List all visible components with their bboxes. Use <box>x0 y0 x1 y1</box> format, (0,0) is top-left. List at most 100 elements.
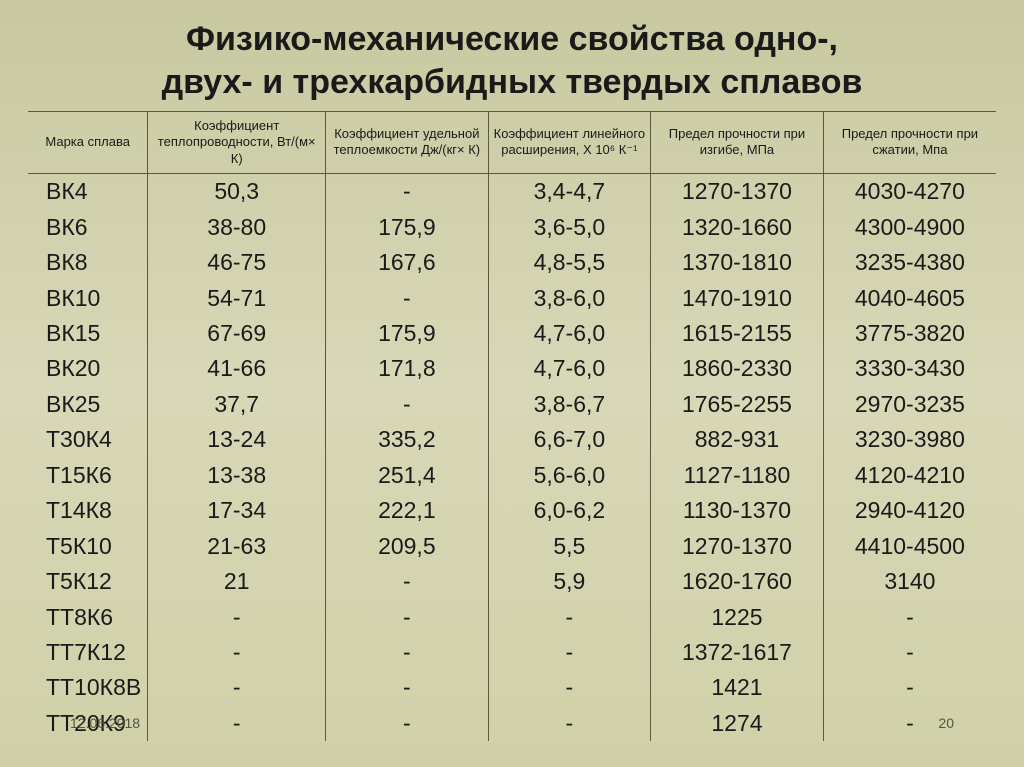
col-header: Предел прочности при сжатии, Мпа <box>823 112 996 174</box>
table-cell: 21-63 <box>148 528 326 563</box>
slide: Физико-механические свойства одно-, двух… <box>0 0 1024 767</box>
table-cell: Т30К4 <box>28 422 148 457</box>
table-cell: ТТ7К12 <box>28 634 148 669</box>
table-cell: - <box>823 599 996 634</box>
table-cell: ВК8 <box>28 245 148 280</box>
table-cell: 67-69 <box>148 316 326 351</box>
table-cell: 50,3 <box>148 173 326 209</box>
table-cell: - <box>326 599 489 634</box>
table-body: ВК450,3-3,4-4,71270-13704030-4270ВК638-8… <box>28 173 996 741</box>
table-row: ВК638-80175,93,6-5,01320-16604300-4900 <box>28 209 996 244</box>
table-cell: 4,7-6,0 <box>488 316 651 351</box>
table-cell: 882-931 <box>651 422 824 457</box>
table-cell: 1127-1180 <box>651 457 824 492</box>
table-cell: 175,9 <box>326 209 489 244</box>
table-cell: 1421 <box>651 670 824 705</box>
table-cell: 4040-4605 <box>823 280 996 315</box>
table-cell: - <box>823 634 996 669</box>
table-cell: - <box>326 280 489 315</box>
table-cell: ТТ8К6 <box>28 599 148 634</box>
table-cell: 13-38 <box>148 457 326 492</box>
table-cell: 1130-1370 <box>651 493 824 528</box>
table-cell: 17-34 <box>148 493 326 528</box>
table-cell: 1270-1370 <box>651 528 824 563</box>
table-cell: 3140 <box>823 564 996 599</box>
table-cell: 5,9 <box>488 564 651 599</box>
table-cell: - <box>488 599 651 634</box>
table-cell: ВК15 <box>28 316 148 351</box>
table-cell: - <box>488 670 651 705</box>
table-cell: 1274 <box>651 705 824 740</box>
footer-date: 12.06.2018 <box>70 715 140 731</box>
table-row: ВК846-75167,64,8-5,51370-18103235-4380 <box>28 245 996 280</box>
table-cell: - <box>326 670 489 705</box>
table-cell: - <box>823 705 996 740</box>
col-header: Коэффициент линейного расширения, Х 10⁶ … <box>488 112 651 174</box>
table-cell: 1470-1910 <box>651 280 824 315</box>
table-cell: - <box>488 705 651 740</box>
table-cell: 1270-1370 <box>651 173 824 209</box>
title-line-2: двух- и трехкарбидных твердых сплавов <box>162 63 863 101</box>
table-cell: 54-71 <box>148 280 326 315</box>
table-cell: Т14К8 <box>28 493 148 528</box>
table-row: ТТ20К9---1274- <box>28 705 996 740</box>
table-cell: 1372-1617 <box>651 634 824 669</box>
table-cell: 1765-2255 <box>651 386 824 421</box>
table-cell: - <box>326 705 489 740</box>
table-cell: 3235-4380 <box>823 245 996 280</box>
table-row: Т14К817-34222,16,0-6,21130-13702940-4120 <box>28 493 996 528</box>
col-header: Марка сплава <box>28 112 148 174</box>
table-cell: 222,1 <box>326 493 489 528</box>
table-cell: 3,6-5,0 <box>488 209 651 244</box>
table-cell: ВК25 <box>28 386 148 421</box>
table-cell: - <box>326 173 489 209</box>
table-cell: - <box>823 670 996 705</box>
table-cell: 38-80 <box>148 209 326 244</box>
table-row: ТТ7К12---1372-1617- <box>28 634 996 669</box>
table-cell: 251,4 <box>326 457 489 492</box>
table-cell: 3330-3430 <box>823 351 996 386</box>
table-cell: 175,9 <box>326 316 489 351</box>
table-cell: 1860-2330 <box>651 351 824 386</box>
col-header: Коэффициент удельной теплоемкости Дж/(кг… <box>326 112 489 174</box>
table-cell: 3,4-4,7 <box>488 173 651 209</box>
table-cell: ВК4 <box>28 173 148 209</box>
table-row: ВК2041-66171,84,7-6,01860-23303330-3430 <box>28 351 996 386</box>
table-cell: - <box>148 634 326 669</box>
table-row: Т15К613-38251,45,6-6,01127-11804120-4210 <box>28 457 996 492</box>
table-cell: - <box>326 564 489 599</box>
table-cell: 4,8-5,5 <box>488 245 651 280</box>
table-row: ВК1054-71-3,8-6,01470-19104040-4605 <box>28 280 996 315</box>
table-header-row: Марка сплава Коэффициент теплопроводност… <box>28 112 996 174</box>
table-cell: 4300-4900 <box>823 209 996 244</box>
table-cell: 3775-3820 <box>823 316 996 351</box>
table-cell: - <box>326 386 489 421</box>
table-cell: - <box>488 634 651 669</box>
table-row: Т30К413-24335,26,6-7,0882-9313230-3980 <box>28 422 996 457</box>
table-cell: Т15К6 <box>28 457 148 492</box>
table-cell: 4,7-6,0 <box>488 351 651 386</box>
table-cell: 37,7 <box>148 386 326 421</box>
col-header: Коэффициент теплопроводности, Вт/(м× К) <box>148 112 326 174</box>
table-cell: 1620-1760 <box>651 564 824 599</box>
table-cell: 4410-4500 <box>823 528 996 563</box>
table-cell: Т5К12 <box>28 564 148 599</box>
table-cell: 6,6-7,0 <box>488 422 651 457</box>
table-row: ВК1567-69175,94,7-6,01615-21553775-3820 <box>28 316 996 351</box>
table-row: Т5К1221-5,91620-17603140 <box>28 564 996 599</box>
table-cell: 46-75 <box>148 245 326 280</box>
table-cell: 3230-3980 <box>823 422 996 457</box>
table-row: ТТ10К8В---1421- <box>28 670 996 705</box>
table-cell: Т5К10 <box>28 528 148 563</box>
table-cell: - <box>148 599 326 634</box>
col-header: Предел прочности при изгибе, МПа <box>651 112 824 174</box>
table-cell: 209,5 <box>326 528 489 563</box>
table-cell: ВК6 <box>28 209 148 244</box>
table-cell: 5,5 <box>488 528 651 563</box>
footer-page: 20 <box>938 715 954 731</box>
table-row: ВК450,3-3,4-4,71270-13704030-4270 <box>28 173 996 209</box>
table-cell: 4030-4270 <box>823 173 996 209</box>
table-cell: 167,6 <box>326 245 489 280</box>
table-row: ВК2537,7-3,8-6,71765-22552970-3235 <box>28 386 996 421</box>
table-cell: 2940-4120 <box>823 493 996 528</box>
